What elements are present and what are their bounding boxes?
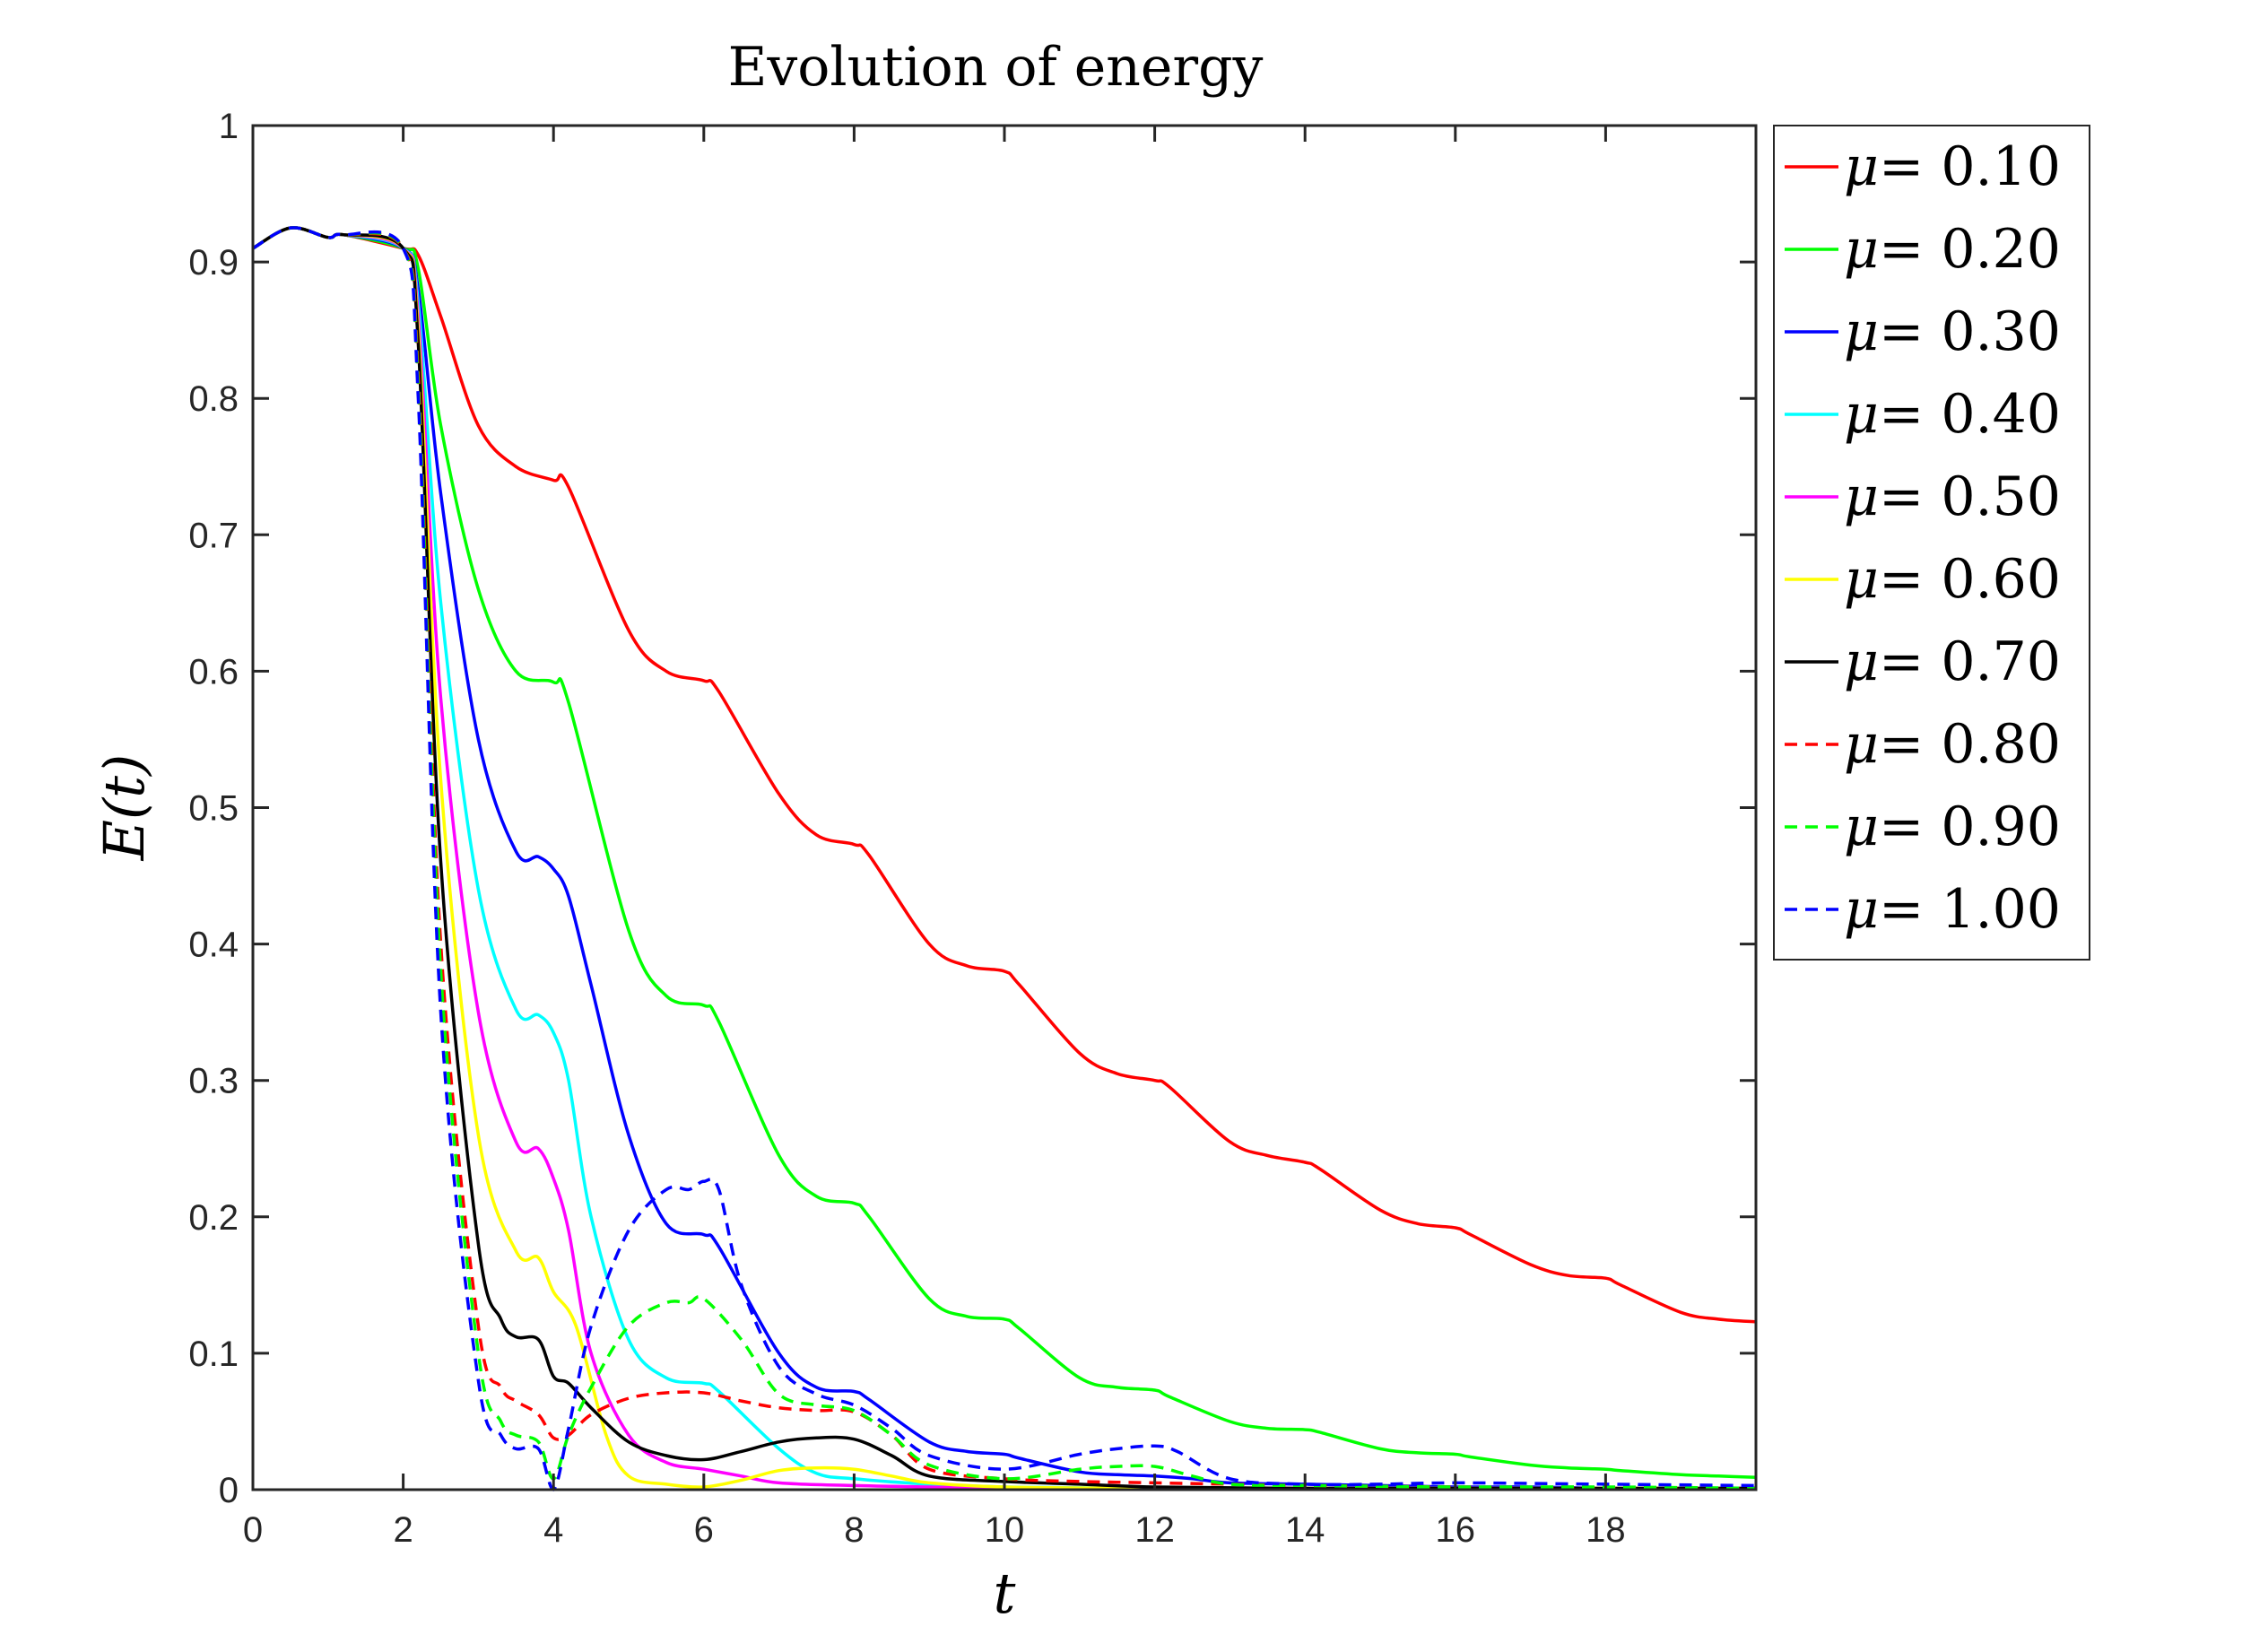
- y-tick-label: 0.5: [188, 789, 239, 829]
- legend-value: = 0.50: [1879, 465, 2061, 528]
- x-tick-label: 0: [243, 1510, 263, 1550]
- y-tick-label: 0.3: [188, 1062, 239, 1101]
- legend-value: = 0.10: [1879, 135, 2061, 198]
- legend-mu-symbol: μ: [1844, 796, 1879, 858]
- legend-label: μ= 0.10: [1844, 135, 2061, 198]
- y-tick-label: 0.6: [188, 652, 239, 691]
- series-line-10: [252, 226, 1757, 1491]
- legend-value: = 0.60: [1879, 548, 2061, 611]
- y-tick-label: 0.7: [188, 516, 239, 555]
- x-tick-label: 2: [393, 1510, 413, 1550]
- legend-label: μ= 0.50: [1844, 465, 2061, 528]
- x-tick-label: 16: [1436, 1510, 1476, 1550]
- x-axis-label: t: [994, 1561, 1016, 1626]
- legend-value: = 0.30: [1879, 300, 2061, 363]
- legend-mu-symbol: μ: [1844, 548, 1879, 611]
- legend-label: μ= 0.30: [1844, 300, 2061, 363]
- series-line-2: [252, 226, 1757, 1480]
- legend-mu-symbol: μ: [1844, 878, 1879, 941]
- x-tick-label: 18: [1586, 1510, 1626, 1550]
- x-tick-label: 14: [1285, 1510, 1325, 1550]
- legend-label: μ= 0.40: [1844, 383, 2061, 446]
- legend-label: μ= 1.00: [1844, 878, 2061, 941]
- x-tick-label: 6: [694, 1510, 714, 1550]
- legend-mu-symbol: μ: [1844, 218, 1879, 281]
- x-tick-label: 8: [844, 1510, 864, 1550]
- y-tick-label: 0.8: [188, 379, 239, 419]
- y-axis-label: E(t): [91, 754, 157, 862]
- legend-value: = 0.80: [1879, 713, 2061, 776]
- y-tick-label: 0.1: [188, 1335, 239, 1374]
- y-tick-label: 0.4: [188, 926, 239, 965]
- legend-label: μ= 0.60: [1844, 548, 2061, 611]
- series-line-1: [252, 226, 1757, 1324]
- y-tick-labels: 0 0.1 0.2 0.3 0.4 0.5 0.6 0.7 0.8 0.9 1: [188, 107, 239, 1510]
- y-tick-label: 0.9: [188, 243, 239, 283]
- legend-value: = 0.20: [1879, 218, 2061, 281]
- x-tick-label: 12: [1134, 1510, 1175, 1550]
- legend-entries: μ= 0.10μ= 0.20μ= 0.30μ= 0.40μ= 0.50μ= 0.…: [1785, 135, 2061, 941]
- y-tick-label: 1: [219, 107, 239, 146]
- legend-value: = 0.90: [1879, 796, 2061, 858]
- chart-title: Evolution of energy: [728, 36, 1264, 99]
- legend-label: μ= 0.70: [1844, 630, 2061, 693]
- legend-mu-symbol: μ: [1844, 465, 1879, 528]
- x-tick-labels: 0 2 4 6 8 10 12 14 16 18: [243, 1510, 1626, 1550]
- legend-box: [1773, 125, 2090, 961]
- y-tick-label: 0: [219, 1471, 239, 1510]
- x-tick-label: 4: [543, 1510, 563, 1550]
- legend-value: = 0.70: [1879, 630, 2061, 693]
- y-tick-label: 0.2: [188, 1198, 239, 1238]
- legend-mu-symbol: μ: [1844, 135, 1879, 198]
- series-line-8: [252, 226, 1757, 1491]
- plot-area: [253, 126, 1756, 1490]
- legend-value: = 0.40: [1879, 383, 2061, 446]
- legend: μ= 0.10μ= 0.20μ= 0.30μ= 0.40μ= 0.50μ= 0.…: [1773, 125, 2090, 961]
- legend-mu-symbol: μ: [1844, 630, 1879, 693]
- legend-mu-symbol: μ: [1844, 383, 1879, 446]
- legend-mu-symbol: μ: [1844, 300, 1879, 363]
- legend-value: = 1.00: [1879, 878, 2061, 941]
- plot-frame: [251, 124, 1758, 1491]
- legend-mu-symbol: μ: [1844, 713, 1879, 776]
- legend-label: μ= 0.20: [1844, 218, 2061, 281]
- x-tick-label: 10: [985, 1510, 1025, 1550]
- legend-label: μ= 0.90: [1844, 796, 2061, 858]
- legend-label: μ= 0.80: [1844, 713, 2061, 776]
